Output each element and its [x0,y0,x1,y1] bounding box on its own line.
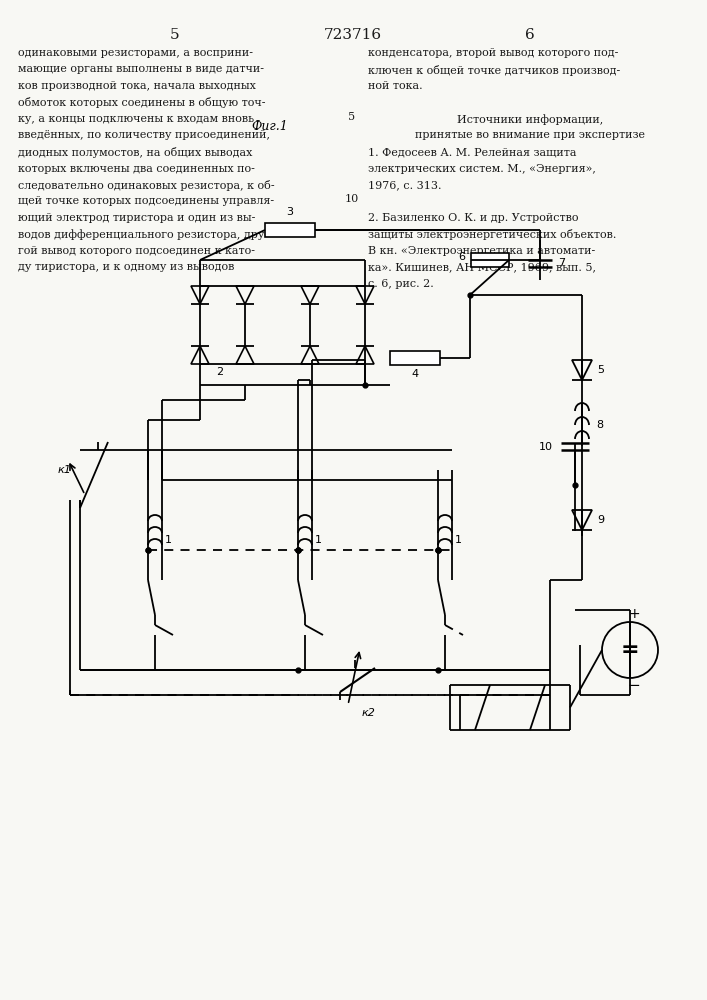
Text: 1: 1 [165,535,172,545]
Text: водов дифференциального резистора, дру-: водов дифференциального резистора, дру- [18,230,268,240]
Text: 1. Федосеев А. М. Релейная защита: 1. Федосеев А. М. Релейная защита [368,147,576,157]
Text: гой вывод которого подсоединен к като-: гой вывод которого подсоединен к като- [18,246,255,256]
Text: диодных полумостов, на общих выводах: диодных полумостов, на общих выводах [18,147,252,158]
Text: 5: 5 [597,365,604,375]
Text: 6: 6 [458,252,465,262]
Text: введённых, по количеству присоединений,: введённых, по количеству присоединений, [18,130,270,140]
Bar [390,351,440,365]
Text: следовательно одинаковых резистора, к об-: следовательно одинаковых резистора, к об… [18,180,274,191]
Text: 10: 10 [345,194,359,205]
Text: 2: 2 [216,367,223,377]
Text: ду тиристора, и к одному из выводов: ду тиристора, и к одному из выводов [18,262,235,272]
Text: 10: 10 [539,442,553,452]
Text: ющий электрод тиристора и один из вы-: ющий электрод тиристора и один из вы- [18,213,255,223]
Text: щей точке которых подсоединены управля-: щей точке которых подсоединены управля- [18,196,274,207]
Text: 5: 5 [349,112,356,122]
Text: к2: к2 [362,708,376,718]
Text: 723716: 723716 [324,28,382,42]
Text: электрических систем. М., «Энергия»,: электрических систем. М., «Энергия», [368,163,596,174]
Text: ключен к общей точке датчиков производ-: ключен к общей точке датчиков производ- [368,64,620,76]
Text: =: = [621,640,639,660]
Text: Источники информации,: Источники информации, [457,114,603,125]
Text: ка». Кишинев, АН МССР, 1969, вып. 5,: ка». Кишинев, АН МССР, 1969, вып. 5, [368,262,596,272]
Text: 6: 6 [525,28,535,42]
Text: с. 6, рис. 2.: с. 6, рис. 2. [368,279,434,289]
Text: обмоток которых соединены в общую точ-: обмоток которых соединены в общую точ- [18,98,266,108]
Text: Фиг.1: Фиг.1 [252,120,288,133]
Text: защиты электроэнергетических объектов.: защиты электроэнергетических объектов. [368,230,617,240]
Text: 2. Базиленко О. К. и др. Устройство: 2. Базиленко О. К. и др. Устройство [368,213,578,223]
Text: ков производной тока, начала выходных: ков производной тока, начала выходных [18,81,256,91]
Text: 1976, с. 313.: 1976, с. 313. [368,180,441,190]
Text: ку, а концы подключены к входам вновь: ку, а концы подключены к входам вновь [18,114,254,124]
Text: +: + [629,607,640,621]
Text: мающие органы выполнены в виде датчи-: мающие органы выполнены в виде датчи- [18,64,264,75]
Text: принятые во внимание при экспертизе: принятые во внимание при экспертизе [415,130,645,140]
Text: ной тока.: ной тока. [368,81,423,91]
Bar [471,253,509,267]
Text: к1: к1 [58,465,72,475]
Text: 8: 8 [596,420,603,430]
Text: 5: 5 [170,28,180,42]
Text: одинаковыми резисторами, а восприни-: одинаковыми резисторами, а восприни- [18,48,253,58]
Text: 9: 9 [597,515,604,525]
Text: 3: 3 [286,207,293,217]
Text: В кн. «Электроэнергетика и автомати-: В кн. «Электроэнергетика и автомати- [368,246,595,256]
Text: которых включены два соединенных по-: которых включены два соединенных по- [18,163,255,174]
Bar [265,223,315,237]
Text: 4: 4 [411,369,419,379]
Text: конденсатора, второй вывод которого под-: конденсатора, второй вывод которого под- [368,48,619,58]
Text: 1: 1 [455,535,462,545]
Text: 1: 1 [315,535,322,545]
Text: 7: 7 [558,258,565,268]
Text: −: − [628,678,641,692]
